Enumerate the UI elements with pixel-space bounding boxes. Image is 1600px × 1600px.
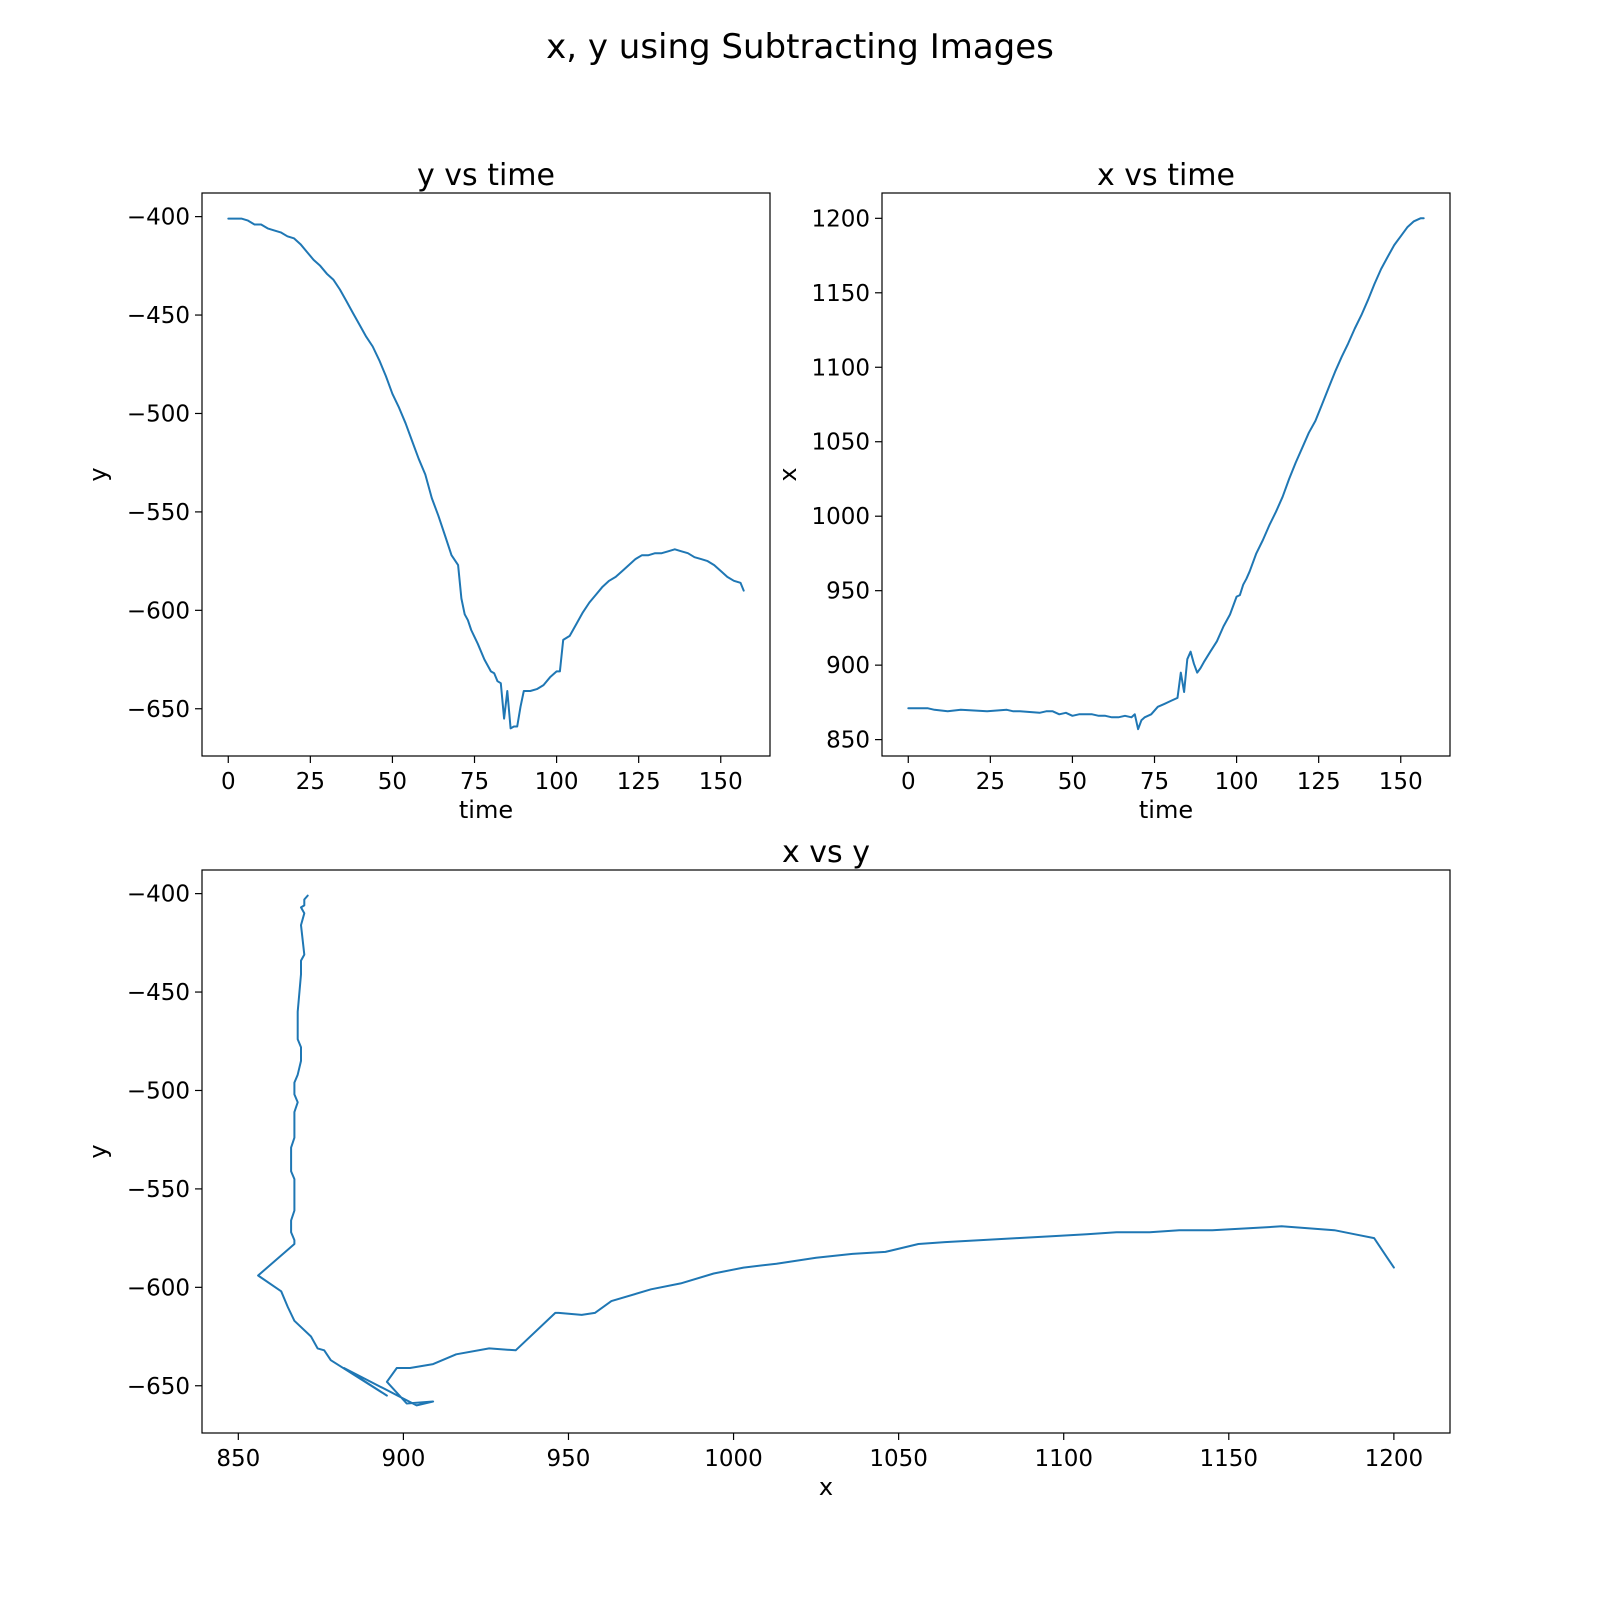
y-vs-time-xtick-label: 75 — [460, 769, 489, 795]
x-vs-y-xtick-label: 1000 — [704, 1446, 763, 1472]
y-vs-time-xtick-label: 50 — [378, 769, 407, 795]
y-vs-time-xtick-label: 125 — [617, 769, 661, 795]
x-vs-y-ytick-label: −450 — [127, 980, 190, 1006]
x-vs-time-ytick-label: 950 — [826, 579, 870, 605]
y-vs-time-ytick-label: −600 — [127, 598, 190, 624]
x-vs-time-ytick-label: 1200 — [811, 206, 870, 232]
y-vs-time-ytick-label: −550 — [127, 500, 190, 526]
x-vs-time-ytick-label: 850 — [826, 728, 870, 754]
x-vs-y-xtick-label: 900 — [381, 1446, 425, 1472]
x-vs-time-xtick-label: 0 — [901, 769, 916, 795]
y-vs-time-ytick-label: −400 — [127, 205, 190, 231]
x-vs-time-series-line-0 — [907, 217, 1425, 731]
x-vs-time-title: x vs time — [1097, 158, 1235, 193]
x-vs-y-ylabel: y — [84, 1144, 112, 1158]
x-vs-y-ytick-label: −550 — [127, 1177, 190, 1203]
x-vs-y-ytick-label: −650 — [127, 1374, 190, 1400]
y-vs-time-ytick-label: −450 — [127, 303, 190, 329]
x-vs-y-frame — [201, 869, 1451, 1434]
x-vs-y-ytick-label: −500 — [127, 1078, 190, 1104]
axes-y-vs-time: 0 25 50 75 100 125 150 −400 −450 −500 −550 −600 −650… — [84, 158, 771, 824]
x-vs-time-xtick-label: 75 — [1140, 769, 1169, 795]
x-vs-time-frame — [881, 192, 1451, 757]
y-vs-time-xtick-label: 150 — [699, 769, 743, 795]
y-vs-time-series-line-0 — [227, 217, 745, 730]
x-vs-time-xtick-label: 25 — [976, 769, 1005, 795]
x-vs-y-series-line-0 — [257, 894, 1395, 1407]
x-vs-y-xtick-label: 950 — [547, 1446, 591, 1472]
x-vs-time-xtick-label: 125 — [1297, 769, 1341, 795]
figure-title: x, y using Subtracting Images — [546, 27, 1054, 67]
x-vs-time-ytick-label: 900 — [826, 653, 870, 679]
x-vs-time-ytick-label: 1000 — [811, 504, 870, 530]
x-vs-y-ytick-label: −600 — [127, 1275, 190, 1301]
y-vs-time-xtick-label: 100 — [535, 769, 579, 795]
x-vs-y-title: x vs y — [782, 835, 870, 870]
x-vs-y-xtick-label: 1150 — [1200, 1446, 1259, 1472]
x-vs-y-xtick-label: 850 — [216, 1446, 260, 1472]
x-vs-y-xtick-label: 1100 — [1034, 1446, 1093, 1472]
x-vs-time-xlabel: time — [1139, 796, 1193, 824]
x-vs-time-ytick-label: 1150 — [811, 281, 870, 307]
y-vs-time-frame — [201, 192, 771, 757]
x-vs-y-xtick-label: 1200 — [1365, 1446, 1424, 1472]
y-vs-time-xtick-label: 25 — [296, 769, 325, 795]
x-vs-y-xtick-label: 1050 — [869, 1446, 928, 1472]
y-vs-time-ytick-label: −650 — [127, 697, 190, 723]
y-vs-time-title: y vs time — [417, 158, 555, 193]
x-vs-y-ytick-label: −400 — [127, 882, 190, 908]
y-vs-time-ylabel: y — [84, 467, 112, 481]
x-vs-time-xtick-label: 50 — [1058, 769, 1087, 795]
y-vs-time-ytick-label: −500 — [127, 401, 190, 427]
axes-x-vs-time: 0 25 50 75 100 125 150 850 900 950 1000 1050 1100 115… — [774, 158, 1451, 824]
x-vs-time-ylabel: x — [774, 467, 802, 481]
axes-x-vs-y: 850 900 950 1000 1050 1100 1150 1200 −400 −450 −50… — [84, 835, 1451, 1501]
x-vs-time-xtick-label: 100 — [1215, 769, 1259, 795]
x-vs-time-xtick-label: 150 — [1379, 769, 1423, 795]
x-vs-time-ytick-label: 1050 — [811, 430, 870, 456]
y-vs-time-xtick-label: 0 — [221, 769, 236, 795]
x-vs-y-xlabel: x — [819, 1473, 833, 1501]
x-vs-time-ytick-label: 1100 — [811, 355, 870, 381]
y-vs-time-xlabel: time — [459, 796, 513, 824]
